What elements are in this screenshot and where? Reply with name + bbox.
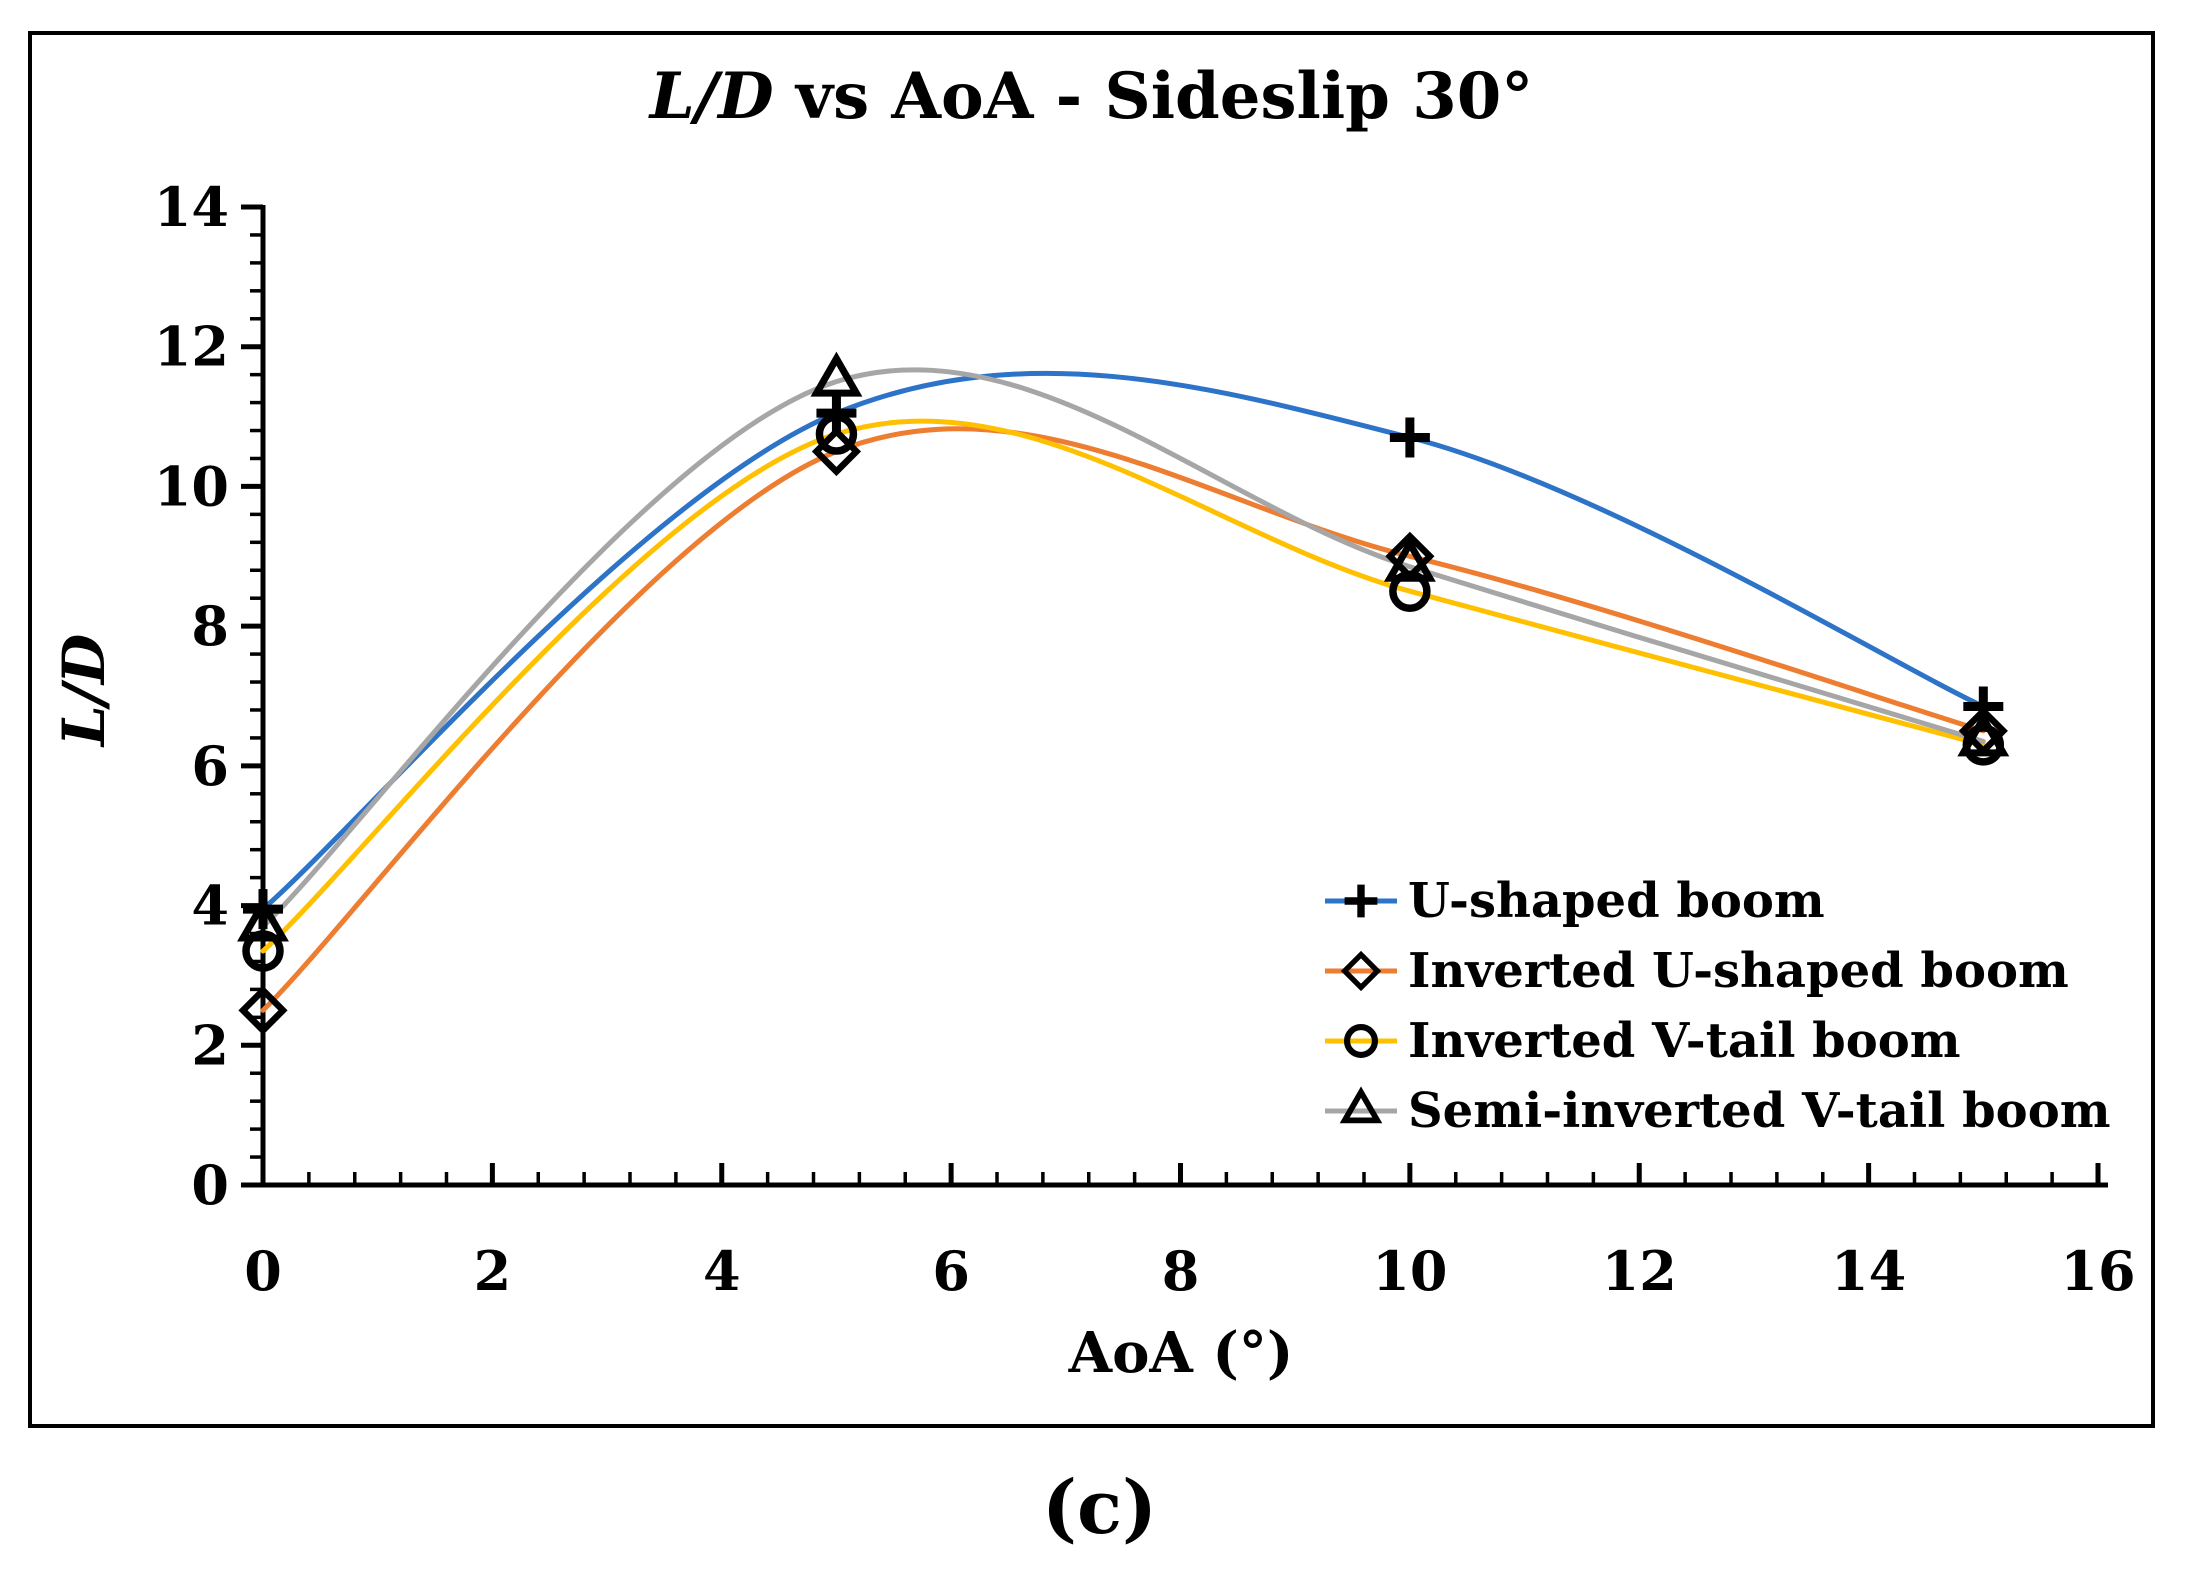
plus-marker xyxy=(1344,884,1378,918)
y-tick-label: 4 xyxy=(191,874,229,938)
triangle-marker xyxy=(1339,1086,1383,1124)
plus-marker xyxy=(1389,417,1430,458)
subfigure-caption: (c) xyxy=(1041,1465,1158,1551)
circle-marker xyxy=(242,930,284,972)
circle-marker xyxy=(1389,570,1431,612)
tick-labels: 0 2 4 6 8 10 12 14 16 0 2 4 6 8 10 12 14 xyxy=(154,175,2136,1303)
y-tick-label: 6 xyxy=(191,734,229,798)
legend-label: Semi-inverted V-tail boom xyxy=(1408,1083,2111,1139)
chart-title-rest: vs AoA - Sideslip 30° xyxy=(773,59,1534,134)
series-markers xyxy=(237,351,2010,1035)
x-tick-label: 4 xyxy=(703,1239,741,1303)
y-axis-title: L/D xyxy=(50,633,118,747)
y-tick-label: 2 xyxy=(191,1013,229,1077)
chart-frame xyxy=(28,31,2155,1428)
legend-label: Inverted V-tail boom xyxy=(1408,1013,1961,1069)
x-tick-label: 2 xyxy=(474,1239,512,1303)
diamond-marker-icon xyxy=(1325,950,1397,992)
plus-marker-icon xyxy=(1325,884,1397,918)
x-tick-label: 16 xyxy=(2060,1239,2135,1303)
series-curve xyxy=(260,418,1986,954)
triangle-marker xyxy=(237,896,289,942)
x-tick-label: 10 xyxy=(1372,1239,1447,1303)
diamond-marker xyxy=(238,985,288,1035)
triangle-marker-icon xyxy=(1325,1086,1397,1124)
legend-row: U-shaped boom xyxy=(1322,866,2111,936)
series-curves xyxy=(260,367,1986,1013)
legend-row: Inverted V-tail boom xyxy=(1322,1006,2111,1076)
x-tick-label: 8 xyxy=(1162,1239,1200,1303)
legend: U-shaped boom Inverted U-shaped boom Inv… xyxy=(1322,866,2111,1146)
series-curve xyxy=(260,367,1986,930)
legend-row: Inverted U-shaped boom xyxy=(1322,936,2111,1006)
circle-marker xyxy=(815,413,858,455)
x-axis-title: AoA (°) xyxy=(1068,1320,1294,1386)
x-tick-label: 12 xyxy=(1602,1239,1677,1303)
triangle-marker xyxy=(1957,711,2010,757)
diamond-marker xyxy=(1340,950,1382,992)
x-tick-label: 14 xyxy=(1831,1239,1906,1303)
y-tick-label: 12 xyxy=(154,315,229,379)
y-tick-label: 0 xyxy=(191,1153,229,1217)
y-tick-label: 8 xyxy=(191,594,229,658)
triangle-marker xyxy=(1383,536,1436,582)
y-tick-label: 14 xyxy=(154,175,229,239)
x-tick-label: 6 xyxy=(932,1239,970,1303)
chart-title: L/D vs AoA - Sideslip 30° xyxy=(28,60,2155,134)
circle-marker-icon xyxy=(1325,1023,1397,1059)
series-curve xyxy=(260,426,1986,1013)
legend-label: Inverted U-shaped boom xyxy=(1408,943,2069,999)
chart-title-italic-part: L/D xyxy=(649,59,774,134)
x-tick-label: 0 xyxy=(244,1239,282,1303)
legend-label: U-shaped boom xyxy=(1408,873,1825,929)
series-curve xyxy=(260,370,1986,912)
legend-row: Semi-inverted V-tail boom xyxy=(1322,1076,2111,1146)
axes xyxy=(243,205,2108,1188)
y-tick-label: 10 xyxy=(154,454,229,518)
triangle-marker xyxy=(810,351,863,397)
plus-marker xyxy=(816,393,857,434)
circle-marker xyxy=(1343,1023,1379,1059)
